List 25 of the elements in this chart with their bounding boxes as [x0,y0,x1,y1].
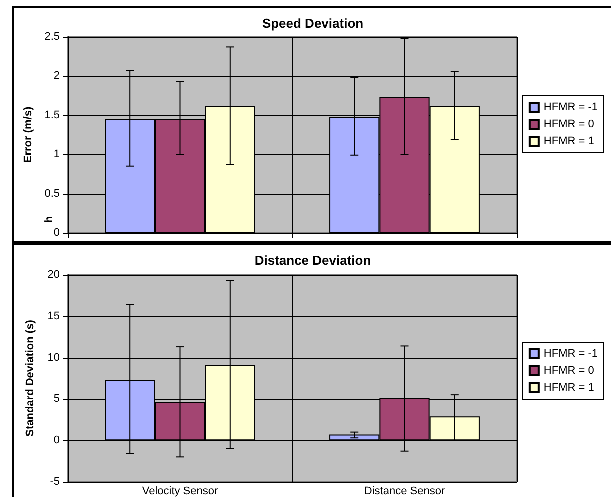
y-tick-label: 5 [54,393,60,406]
y-axis-title: Standard Deviation (s) [24,320,36,437]
y-tick-label: 0 [54,227,60,239]
y-tick-label: 1.5 [44,109,60,122]
y-tick-label: 2 [54,70,60,82]
legend-label: HFMR = -1 [544,348,598,360]
legend-label: HFMR = 1 [544,382,594,394]
y-axis-title: Error (m/s) [22,106,34,164]
y-tick-label: -5 [50,476,60,488]
x-tick-label: Velocity Sensor [142,486,218,497]
legend-label: HFMR = 1 [544,136,594,148]
y-tick-label: 0.5 [44,188,60,200]
chart-title: Speed Deviation [262,16,364,31]
chart-title: Distance Deviation [254,253,372,268]
x-tick-label: Distance Sensor [364,486,446,497]
y-tick-label: 0 [54,434,60,447]
y-tick-label: 15 [48,310,60,322]
legend-label: HFMR = -1 [544,102,598,114]
legend-label: HFMR = 0 [544,118,594,130]
legend-label: HFMR = 0 [544,365,594,377]
y-tick-label: 1 [54,148,60,161]
y-tick-label: 10 [48,352,60,364]
y-tick-label: 20 [48,269,60,281]
text: h [44,216,56,223]
y-tick-label: 2.5 [44,31,60,43]
